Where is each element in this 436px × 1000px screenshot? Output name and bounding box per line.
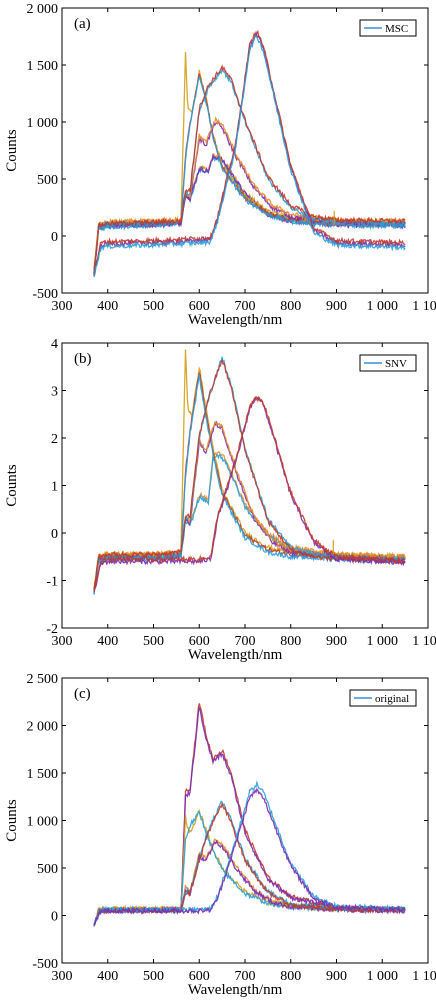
y-tick-label: -500 [32, 287, 58, 302]
plot-frame [61, 677, 429, 964]
chart-panel-1: 300 400 500 600 700 800 900 1 000 1 100 -500 0 500 1… [4, 2, 436, 328]
series-group [93, 349, 406, 595]
x-tick-label: 700 [235, 634, 256, 649]
x-tick-label: 1 000 [367, 299, 399, 314]
x-axis-title: Wavelength/nm [188, 312, 283, 328]
legend-label: MSC [385, 23, 408, 35]
x-tick-label: 300 [52, 299, 73, 314]
y-tick-label: 1 500 [27, 59, 59, 74]
panel-label: (b) [74, 351, 92, 367]
legend-label: original [375, 693, 409, 705]
chart-panel-3: 300 400 500 600 700 800 900 1 000 1 100 -500 0 500 1… [4, 672, 436, 998]
x-tick-label: 400 [97, 634, 118, 649]
x-tick-label: 1 100 [412, 969, 436, 984]
x-tick-label: 700 [235, 299, 256, 314]
series-line-11 [93, 395, 406, 592]
series-line-10 [93, 396, 406, 591]
y-tick-label: 1 500 [27, 767, 59, 782]
series-line-2 [93, 153, 406, 276]
series-line-10 [93, 787, 406, 926]
series-line-11 [93, 30, 406, 275]
series-line-10 [93, 64, 406, 276]
y-tick-label: 4 [51, 337, 58, 352]
x-tick-label: 900 [326, 969, 347, 984]
series-line-1 [93, 153, 406, 276]
legend: original [349, 689, 417, 707]
series-line-4 [93, 51, 406, 269]
x-tick-label: 600 [189, 634, 210, 649]
x-tick-label: 1 000 [367, 969, 399, 984]
y-tick-label: 2 500 [27, 672, 59, 687]
x-tick-label: 400 [97, 299, 118, 314]
y-tick-label: 2 000 [27, 2, 59, 17]
legend: SNV [359, 354, 417, 372]
x-tick-label: 400 [97, 969, 118, 984]
x-tick-label: 1 100 [412, 299, 436, 314]
series-line-2 [93, 454, 406, 591]
y-tick-label: 1 [51, 480, 58, 495]
series-line-1 [93, 703, 406, 926]
y-tick-label: 500 [37, 862, 58, 877]
plot-frame [61, 7, 429, 294]
y-axis-title: Counts [4, 129, 20, 172]
series-line-1 [93, 451, 406, 592]
chart-panel-2: 300 400 500 600 700 800 900 1 000 1 100 -2 -1 0 1 2 3 4… [4, 337, 436, 663]
series-group [93, 29, 406, 278]
y-axis-title: Counts [4, 464, 20, 507]
x-tick-label: 300 [52, 969, 73, 984]
series-line-2 [93, 707, 406, 925]
legend-box [359, 19, 417, 37]
legend-box [359, 354, 417, 372]
series-group [93, 703, 406, 927]
plot-frame [61, 342, 429, 629]
y-tick-label: 0 [51, 230, 58, 245]
y-axis-title: Counts [4, 799, 20, 842]
y-tick-label: 2 [51, 432, 58, 447]
x-tick-label: 900 [326, 634, 347, 649]
x-tick-label: 500 [143, 299, 164, 314]
series-line-12 [93, 29, 406, 275]
series-line-9 [93, 780, 406, 927]
x-tick-label: 800 [280, 969, 301, 984]
x-axis-title: Wavelength/nm [188, 647, 283, 663]
x-tick-label: 900 [326, 299, 347, 314]
x-tick-label: 600 [189, 969, 210, 984]
series-line-7 [93, 421, 406, 589]
y-tick-label: 3 [51, 385, 58, 400]
x-tick-label: 300 [52, 634, 73, 649]
panel-label: (a) [74, 16, 91, 32]
y-tick-label: -500 [32, 957, 58, 972]
y-tick-label: 2 000 [27, 720, 59, 735]
legend-label: SNV [385, 358, 407, 370]
x-tick-label: 1 000 [367, 634, 399, 649]
x-tick-label: 800 [280, 299, 301, 314]
x-axis-title: Wavelength/nm [188, 982, 283, 998]
series-line-6 [93, 839, 406, 926]
y-tick-label: 0 [51, 910, 58, 925]
y-tick-label: -1 [46, 575, 58, 590]
y-tick-label: 1 000 [27, 116, 59, 131]
x-tick-label: 700 [235, 969, 256, 984]
x-tick-label: 500 [143, 969, 164, 984]
panel-label: (c) [74, 686, 91, 702]
y-tick-label: 0 [51, 527, 58, 542]
series-line-3 [93, 152, 406, 275]
y-tick-label: -2 [46, 622, 58, 637]
series-line-13 [93, 35, 406, 278]
x-tick-label: 800 [280, 634, 301, 649]
x-tick-label: 600 [189, 299, 210, 314]
legend-box [349, 689, 417, 707]
y-tick-label: 500 [37, 173, 58, 188]
x-tick-label: 1 100 [412, 634, 436, 649]
legend: MSC [359, 19, 417, 37]
x-tick-label: 500 [143, 634, 164, 649]
y-tick-label: 1 000 [27, 815, 59, 830]
